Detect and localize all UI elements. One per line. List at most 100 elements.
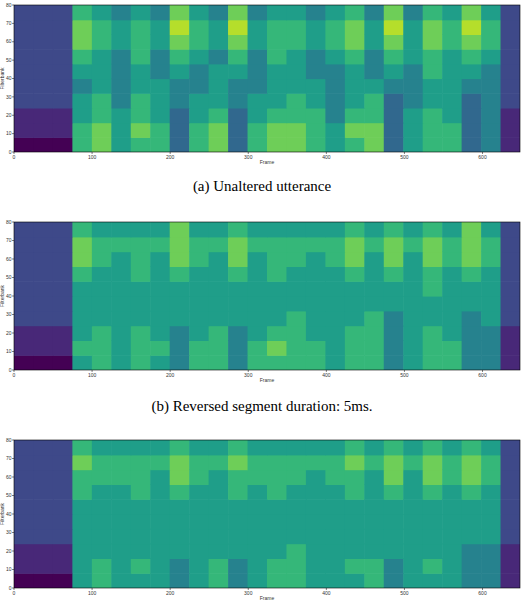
y-tick-label: 60 xyxy=(6,38,12,44)
cell xyxy=(248,470,268,485)
cell xyxy=(501,266,520,281)
cell xyxy=(325,108,345,123)
cell xyxy=(53,281,73,296)
x-tick-label: 300 xyxy=(244,372,253,378)
cell xyxy=(189,514,209,529)
cell xyxy=(306,49,326,64)
cell xyxy=(345,470,365,485)
cell xyxy=(481,355,501,370)
cell xyxy=(150,93,170,108)
cell xyxy=(170,326,190,341)
cell xyxy=(442,222,462,237)
cell xyxy=(33,20,53,35)
cell xyxy=(481,529,501,544)
cell xyxy=(131,484,151,499)
cell xyxy=(462,340,482,355)
cell xyxy=(72,514,92,529)
cell xyxy=(501,470,520,485)
cell xyxy=(364,296,384,311)
cell xyxy=(286,222,306,237)
cell xyxy=(325,573,345,588)
y-tick-label: 10 xyxy=(6,348,12,354)
cell xyxy=(53,544,73,559)
cell xyxy=(53,137,73,152)
cell xyxy=(481,137,501,152)
cell xyxy=(364,455,384,470)
cell xyxy=(364,137,384,152)
cell xyxy=(33,499,53,514)
cell xyxy=(364,558,384,573)
cell xyxy=(33,544,53,559)
cell xyxy=(481,64,501,79)
cell xyxy=(403,137,423,152)
cell xyxy=(345,123,365,138)
cell xyxy=(53,499,73,514)
cell xyxy=(170,266,190,281)
cell xyxy=(286,326,306,341)
cell xyxy=(481,558,501,573)
cell xyxy=(286,123,306,138)
cell xyxy=(209,108,229,123)
cell xyxy=(462,137,482,152)
cell xyxy=(423,558,443,573)
cell xyxy=(14,93,34,108)
cell xyxy=(345,499,365,514)
cell xyxy=(462,440,482,455)
cell xyxy=(384,49,404,64)
cell xyxy=(14,558,34,573)
cell xyxy=(501,237,520,252)
cell xyxy=(111,20,131,35)
cell xyxy=(53,311,73,326)
y-tick xyxy=(12,370,14,371)
cell xyxy=(92,222,112,237)
cell xyxy=(111,544,131,559)
cell xyxy=(364,573,384,588)
cell xyxy=(462,529,482,544)
cell xyxy=(345,222,365,237)
cell xyxy=(423,34,443,49)
cell xyxy=(325,514,345,529)
cell xyxy=(423,340,443,355)
cell xyxy=(462,93,482,108)
cell xyxy=(248,499,268,514)
y-tick xyxy=(12,222,14,223)
cell xyxy=(481,573,501,588)
cell xyxy=(345,544,365,559)
cell xyxy=(501,64,520,79)
cell xyxy=(53,108,73,123)
cell xyxy=(384,484,404,499)
cell xyxy=(228,34,248,49)
cell xyxy=(72,470,92,485)
cell xyxy=(325,79,345,94)
cell xyxy=(364,5,384,20)
cell xyxy=(14,440,34,455)
cell xyxy=(384,326,404,341)
cell xyxy=(150,514,170,529)
cell xyxy=(384,123,404,138)
cell xyxy=(92,237,112,252)
cell xyxy=(248,544,268,559)
cell xyxy=(462,355,482,370)
cell xyxy=(248,355,268,370)
cell xyxy=(403,5,423,20)
cell xyxy=(325,137,345,152)
cell xyxy=(72,544,92,559)
cell xyxy=(92,93,112,108)
cell xyxy=(325,222,345,237)
cell xyxy=(306,79,326,94)
cell xyxy=(53,514,73,529)
cell xyxy=(306,123,326,138)
cell xyxy=(423,5,443,20)
cell xyxy=(72,93,92,108)
cell xyxy=(501,222,520,237)
frame xyxy=(14,440,520,588)
cell xyxy=(228,20,248,35)
cell xyxy=(325,326,345,341)
cell xyxy=(306,296,326,311)
cell xyxy=(92,326,112,341)
y-tick xyxy=(12,333,14,334)
cell xyxy=(170,64,190,79)
cell xyxy=(131,20,151,35)
cell xyxy=(14,64,34,79)
cell xyxy=(92,20,112,35)
